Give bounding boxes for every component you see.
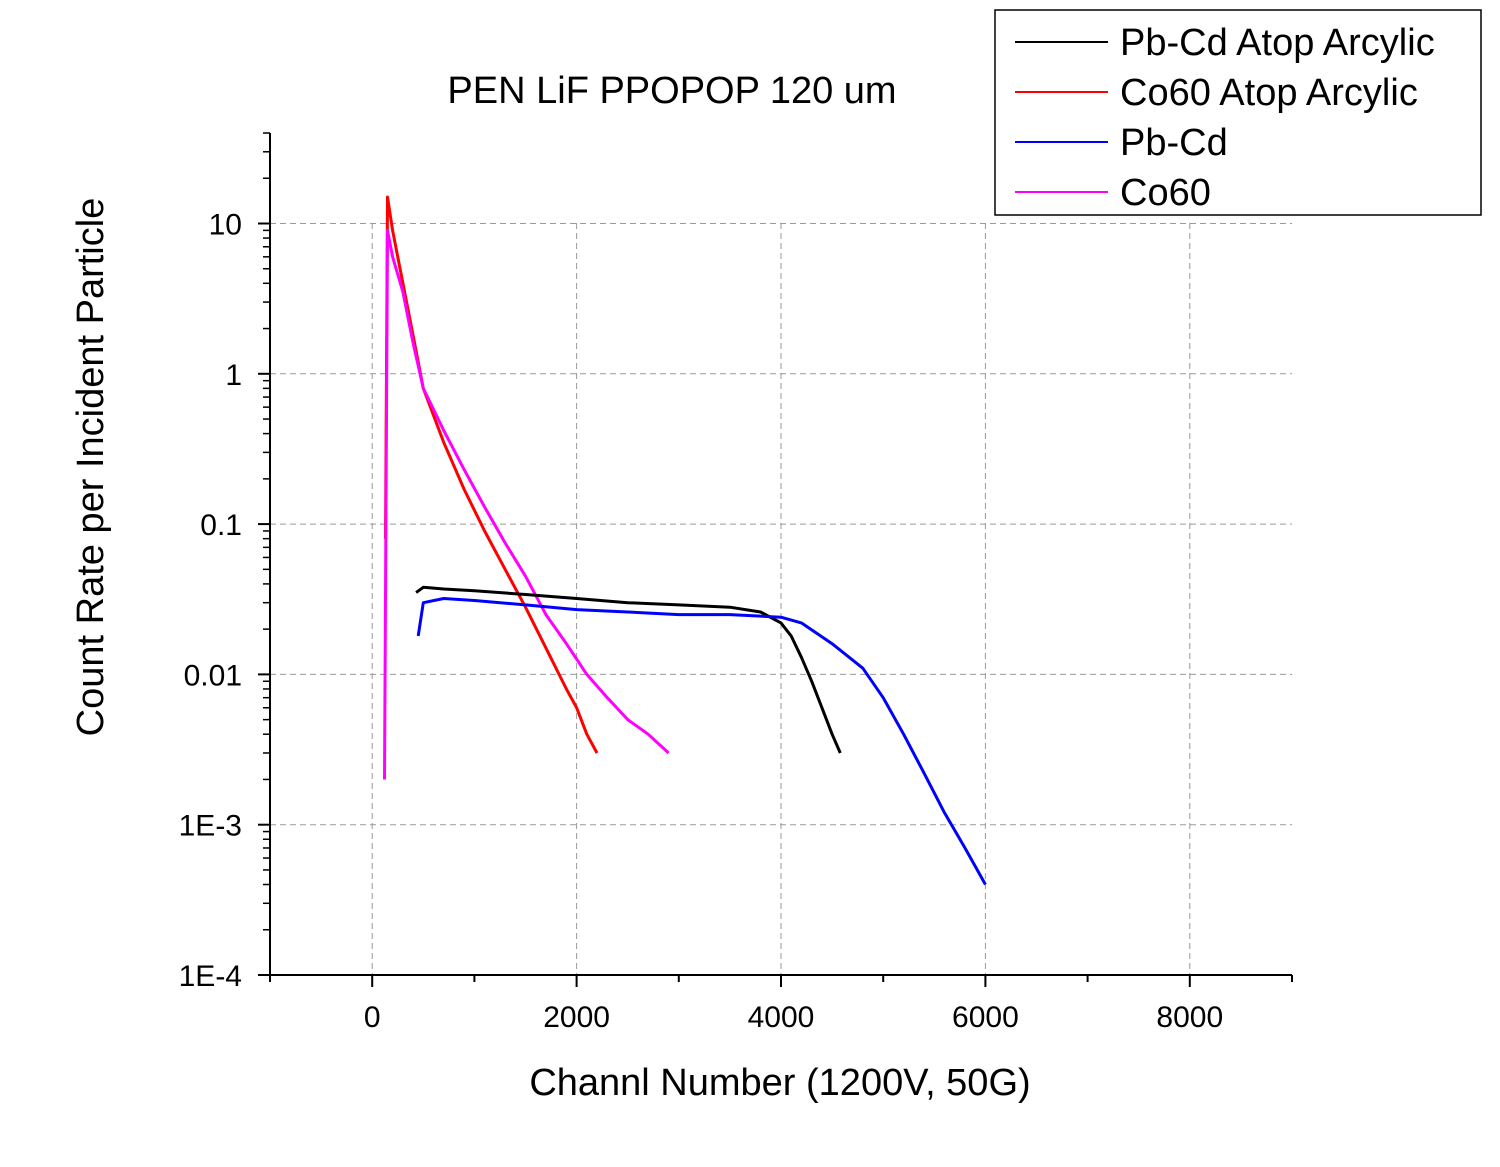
y-tick-label: 10 <box>209 208 242 241</box>
legend-label: Co60 <box>1120 172 1211 214</box>
y-tick-label: 1E-3 <box>179 810 242 843</box>
y-tick-label: 0.1 <box>200 509 242 542</box>
chart-title: PEN LiF PPOPOP 120 um <box>447 70 896 112</box>
series-group <box>383 195 987 886</box>
y-tick-label: 1 <box>225 359 242 392</box>
x-tick-label: 8000 <box>1156 1001 1223 1034</box>
gridlines <box>270 222 1292 975</box>
legend-label: Pb-Cd Atop Arcylic <box>1120 22 1435 64</box>
x-tick-label: 0 <box>364 1001 381 1034</box>
series-line <box>384 195 599 754</box>
y-tick-label: 0.01 <box>184 659 242 692</box>
legend-label: Pb-Cd <box>1120 122 1228 164</box>
legend-box <box>994 9 1482 216</box>
x-tick-label: 6000 <box>952 1001 1019 1034</box>
y-axis-label: Count Rate per Incident Particle <box>70 198 112 737</box>
series-line <box>383 228 670 780</box>
x-tick-label: 4000 <box>748 1001 815 1034</box>
y-tick-label: 1E-4 <box>179 960 242 993</box>
series-line <box>416 597 987 886</box>
series-line <box>415 585 842 754</box>
axis-ticks: 0 2000 4000 6000 8000 10 1 0.1 0.01 1E-3 1E-4 <box>179 132 1293 1034</box>
legend: Pb-Cd Atop Arcylic Co60 Atop Arcylic Pb-Cd… <box>994 9 1482 216</box>
legend-label: Co60 Atop Arcylic <box>1120 72 1418 114</box>
x-axis-label: Channl Number (1200V, 50G) <box>529 1062 1030 1104</box>
x-tick-label: 2000 <box>543 1001 610 1034</box>
